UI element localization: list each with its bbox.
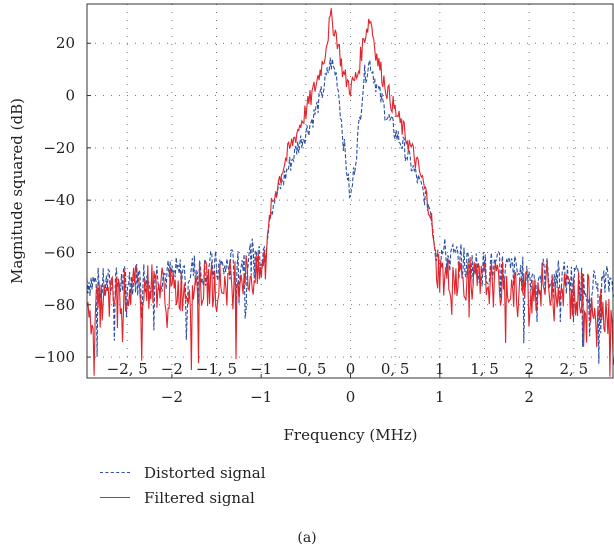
y-tick-label: −80	[43, 296, 75, 314]
legend: Distorted signal Filtered signal	[100, 460, 266, 510]
series-layer	[86, 8, 614, 377]
x-tick-label-inner: −0, 5	[285, 360, 326, 378]
x-tick-label-inner: −1, 5	[196, 360, 237, 378]
x-tick-label: −1	[250, 388, 272, 406]
y-axis-label: Magnitude squared (dB)	[8, 98, 26, 284]
y-tick-label: 20	[56, 34, 75, 52]
x-tick-label-inner: 1, 5	[470, 360, 499, 378]
x-tick-label-inner: 0	[346, 360, 356, 378]
x-tick-label: 2	[524, 388, 534, 406]
x-tick-label-inner: 2	[524, 360, 534, 378]
legend-item-filtered: Filtered signal	[100, 485, 266, 510]
y-tick-label: −40	[43, 191, 75, 209]
y-tick-label: −20	[43, 139, 75, 157]
grid-layer	[87, 4, 614, 378]
y-tick-label: 0	[65, 87, 75, 105]
y-tick-label: −100	[34, 348, 75, 366]
x-tick-label-inner: 0, 5	[381, 360, 410, 378]
figure-caption: (a)	[297, 530, 317, 546]
y-tick-label: −60	[43, 243, 75, 261]
x-tick-label-inner: −1	[250, 360, 272, 378]
x-tick-label-inner: 2, 5	[559, 360, 588, 378]
legend-swatch-filtered	[100, 497, 130, 498]
x-tick-label-inner: −2, 5	[107, 360, 148, 378]
x-axis-label: Frequency (MHz)	[284, 426, 418, 444]
series-line-filtered	[86, 8, 614, 377]
legend-swatch-distorted	[100, 472, 130, 473]
legend-label-distorted: Distorted signal	[144, 463, 266, 482]
x-tick-label-inner: −2	[161, 360, 183, 378]
legend-label-filtered: Filtered signal	[144, 488, 255, 507]
x-tick-label-inner: 1	[435, 360, 445, 378]
legend-item-distorted: Distorted signal	[100, 460, 266, 485]
x-tick-label: 0	[346, 388, 356, 406]
x-tick-label: 1	[435, 388, 445, 406]
x-tick-label: −2	[161, 388, 183, 406]
